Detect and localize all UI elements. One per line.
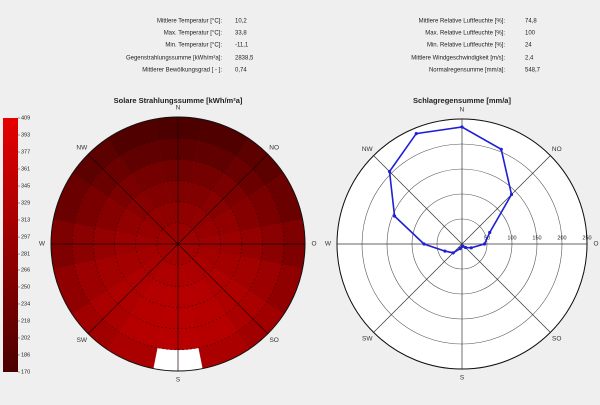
colorbar-label: 393 <box>21 132 30 138</box>
chart-title: Solare Strahlungssumme [kWh/m²a] <box>114 96 243 105</box>
stat-label: Gegenstrahlungssumme [kWh/m²a]: <box>126 56 222 62</box>
data-point <box>499 147 503 151</box>
stat-label: Max. Relative Luftfeuchte [%]: <box>425 31 505 37</box>
colorbar-label: 218 <box>21 318 30 324</box>
spoke <box>87 243 179 335</box>
stat-value: 74,8 <box>525 19 537 25</box>
direction-label: NO <box>269 145 279 152</box>
spoke <box>177 243 269 335</box>
data-point <box>392 214 397 218</box>
direction-label: N <box>176 105 181 112</box>
spoke <box>373 155 463 245</box>
stat-label: Min. Temperatur [°C]: <box>165 43 222 49</box>
direction-label: SW <box>77 337 88 344</box>
direction-label: W <box>39 241 46 248</box>
spoke <box>373 243 463 333</box>
stat-value: 10,2 <box>235 19 247 25</box>
stat-value: 100 <box>525 31 536 37</box>
stat-label: Mittlerer Bewölkungsgrad [ - ]: <box>142 68 222 74</box>
stat-value: 0,74 <box>235 68 247 74</box>
data-point <box>443 249 447 253</box>
data-point <box>463 245 468 250</box>
plot-border <box>336 118 588 370</box>
plot-border <box>50 116 306 372</box>
colorbar <box>3 118 18 372</box>
colorbar-label: 250 <box>21 284 30 290</box>
direction-label: W <box>325 241 332 248</box>
data-point <box>414 131 418 136</box>
chart-title: Schlagregensumme [mm/a] <box>413 96 511 105</box>
stat-label: Normalregensumme [mm/a]: <box>429 68 505 74</box>
spoke <box>461 155 551 245</box>
direction-label: SO <box>269 337 278 344</box>
colorbar-label: 202 <box>21 335 30 341</box>
colorbar-label: 345 <box>21 183 30 189</box>
direction-label: SW <box>362 335 373 342</box>
stat-value: 33,8 <box>235 31 247 37</box>
colorbar-label: 361 <box>21 166 30 172</box>
direction-label: S <box>176 377 181 384</box>
data-point <box>451 251 455 255</box>
direction-label: SO <box>552 335 561 342</box>
colorbar-label: 281 <box>21 251 30 257</box>
stat-value: 2838,5 <box>235 56 254 62</box>
colorbar-label: 329 <box>21 200 30 206</box>
data-point <box>458 247 462 251</box>
direction-label: NW <box>76 145 88 152</box>
direction-label: O <box>593 241 598 248</box>
direction-label: NW <box>362 146 374 153</box>
colorbar-label: 409 <box>21 115 30 121</box>
spoke <box>177 153 269 245</box>
r-tick-label: 100 <box>507 235 516 241</box>
stat-value: 24 <box>525 43 532 49</box>
stat-label: Max. Temperatur [°C]: <box>164 31 223 37</box>
data-point <box>387 169 392 174</box>
r-tick-label: 200 <box>557 235 566 241</box>
data-point <box>460 244 464 249</box>
colorbar-label: 186 <box>21 352 30 358</box>
colorbar-label: 313 <box>21 217 30 223</box>
colorbar-label: 377 <box>21 149 30 155</box>
stat-label: Mittlere Temperatur [°C]: <box>157 19 222 25</box>
data-point <box>509 192 514 197</box>
direction-label: NO <box>552 146 562 153</box>
direction-label: S <box>460 375 465 382</box>
spoke <box>461 243 551 333</box>
colorbar-label: 170 <box>21 369 30 375</box>
data-point <box>422 242 426 246</box>
stat-label: Mittlere Windgeschwindigkeit [m/s]: <box>411 56 505 62</box>
colorbar-label: 266 <box>21 267 30 273</box>
colorbar-label: 234 <box>21 301 30 307</box>
stat-value: 2,4 <box>525 56 534 62</box>
data-point <box>460 125 464 129</box>
r-tick-label: 150 <box>532 235 541 241</box>
colorbar-label: 297 <box>21 234 30 240</box>
data-point <box>482 242 487 246</box>
stat-label: Mittlere Relative Luftfeuchte [%]: <box>419 19 506 25</box>
data-point <box>469 246 473 250</box>
stat-value: 548,7 <box>525 68 541 74</box>
spoke <box>87 153 179 245</box>
direction-label: O <box>311 241 316 248</box>
data-point <box>488 230 492 235</box>
direction-label: N <box>460 107 465 114</box>
stat-label: Min. Relative Luftfeuchte [%]: <box>427 43 505 49</box>
stat-value: -11,1 <box>235 43 249 49</box>
